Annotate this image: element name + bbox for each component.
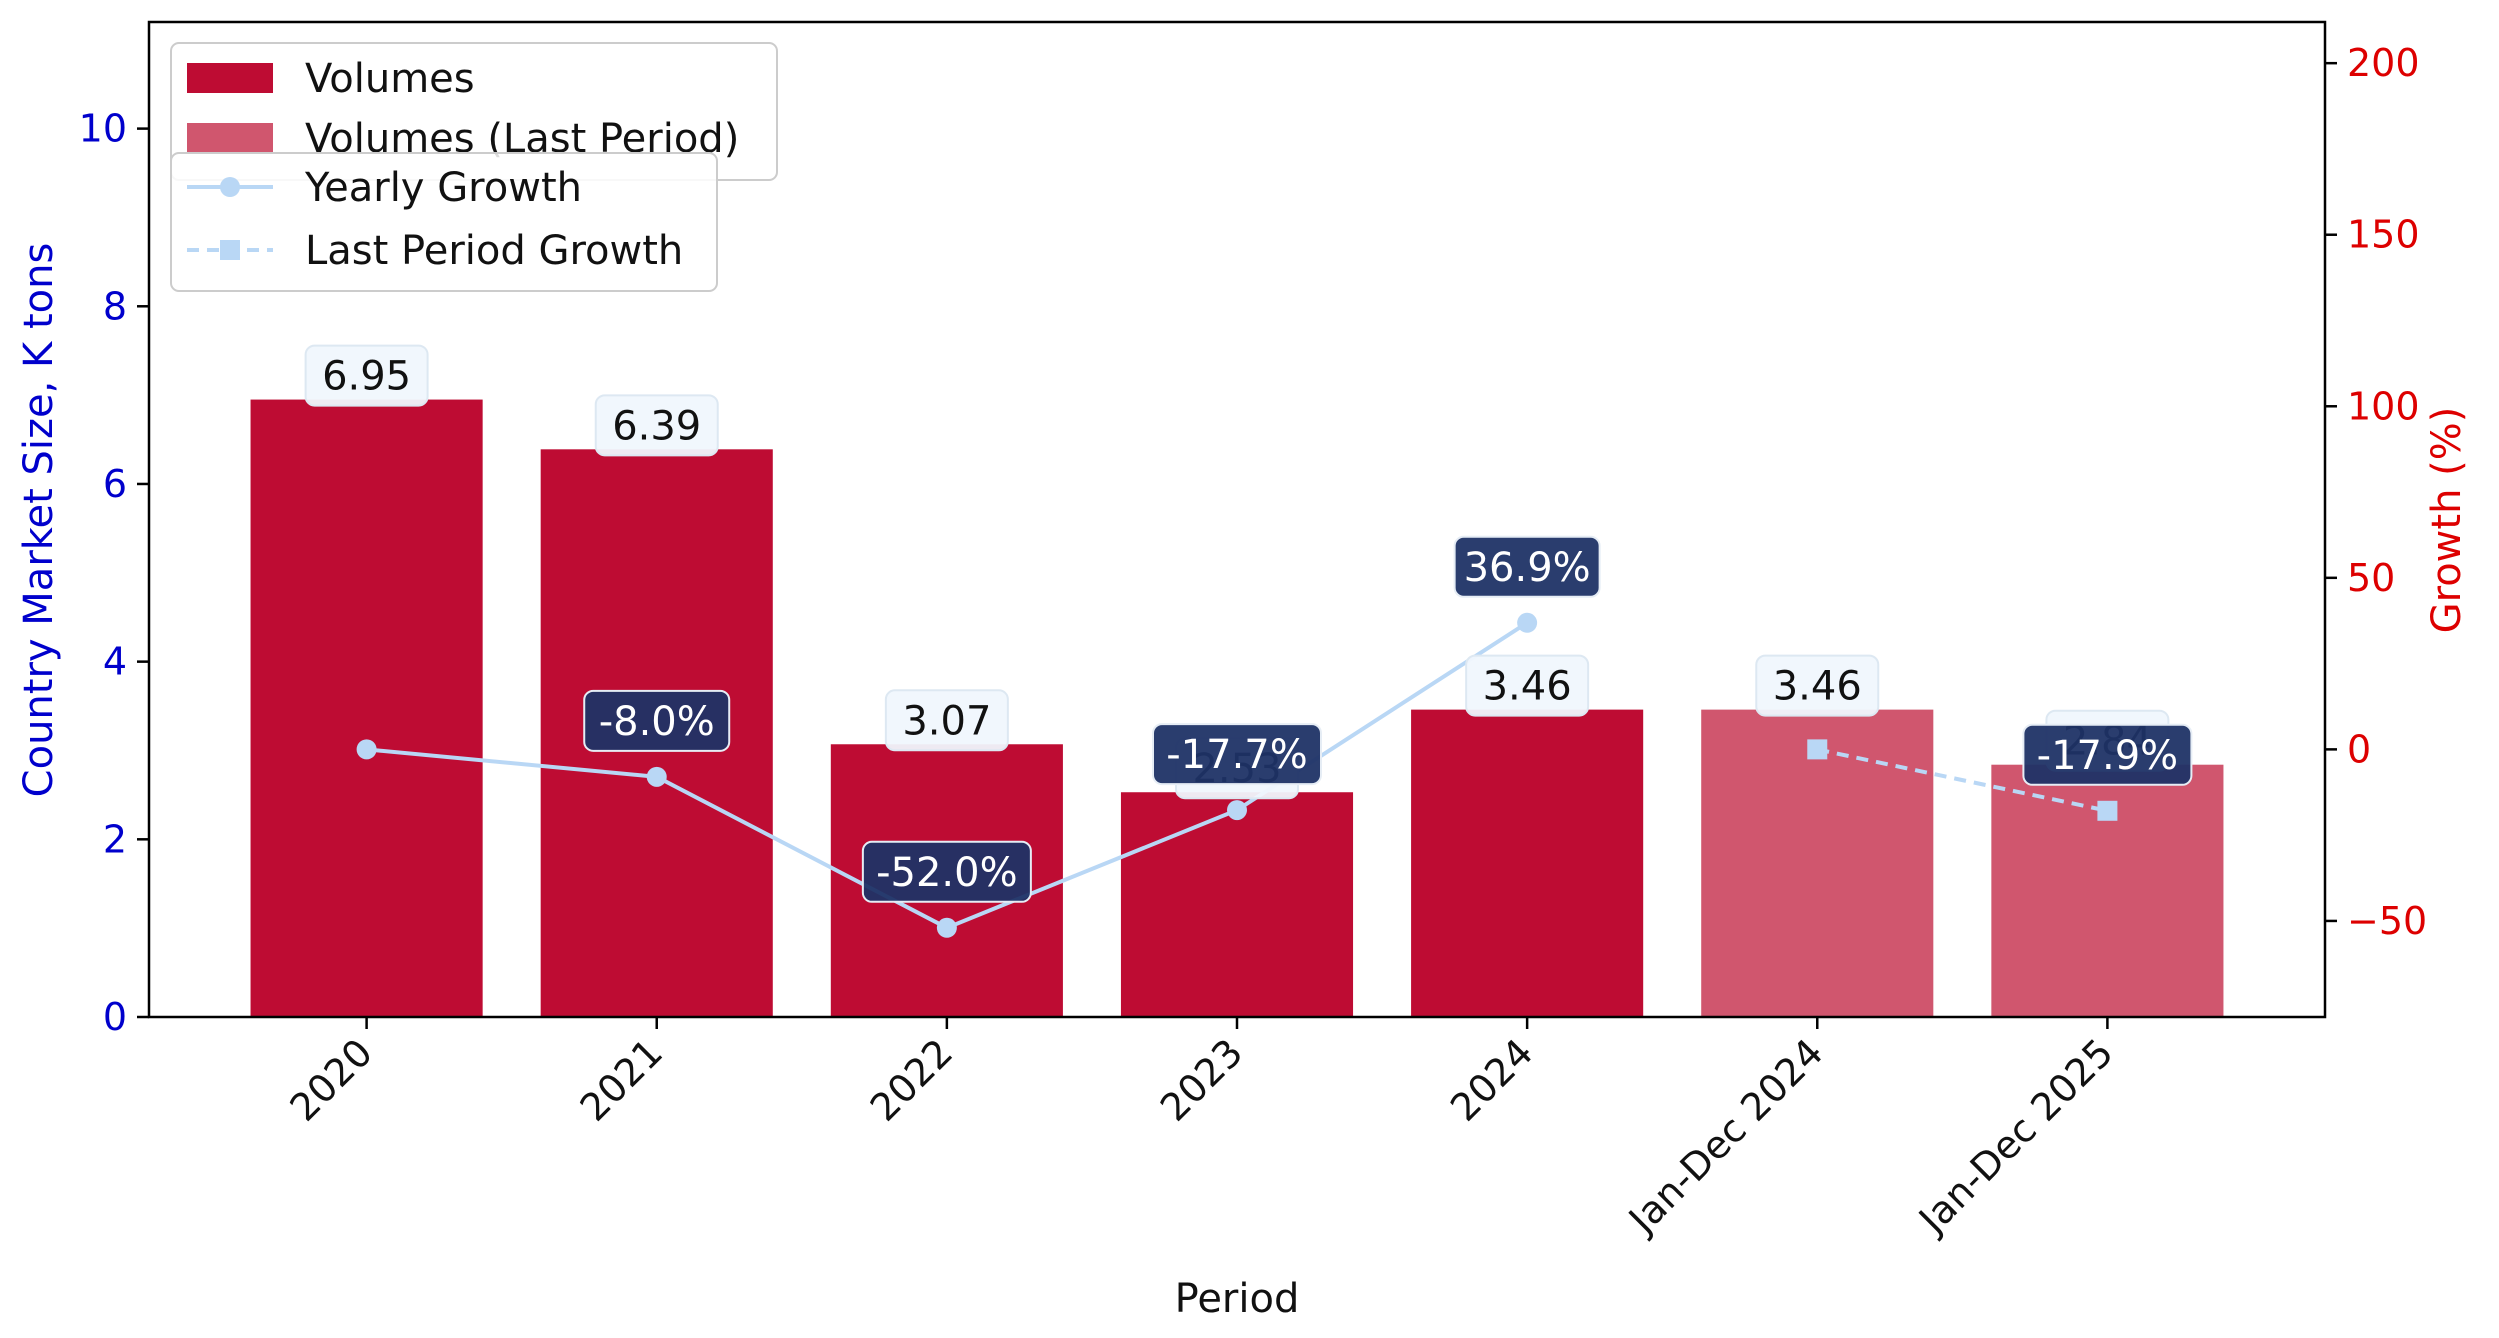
y-tick-label-8: 8 xyxy=(103,284,127,328)
bar-label-2022-text: 3.07 xyxy=(902,698,991,744)
data-labels-layer: 6.956.393.072.533.463.462.84-8.0%-52.0%-… xyxy=(304,344,2193,903)
bar-label-2020-text: 6.95 xyxy=(322,354,411,400)
y2-tick-label-150: 150 xyxy=(2347,213,2420,257)
legend-lines-frame xyxy=(170,152,718,292)
y2-tick-label--50: −50 xyxy=(2347,899,2427,943)
bar-label-2020-box xyxy=(304,344,429,407)
bar-label-2020: 6.95 xyxy=(304,344,429,407)
bar-label-2024-box xyxy=(1465,654,1590,717)
x-tick-label-2024: 2024 xyxy=(1442,1030,1542,1130)
legend-swatch-yearly-growth-marker xyxy=(220,177,240,197)
bar-volumes-2024 xyxy=(1411,709,1644,1017)
y-tick-label-4: 4 xyxy=(103,640,127,684)
growth-label-last-period-growth-jan-dec-2025-box xyxy=(2022,723,2193,786)
y-tick-label-6: 6 xyxy=(103,462,127,506)
y2-tick-label-200: 200 xyxy=(2347,41,2420,85)
bar-label-jan-dec-2024-box xyxy=(1755,654,1880,717)
y-tick-label-2: 2 xyxy=(103,817,127,861)
x-tick-label-jan-dec-2024: Jan-Dec 2024 xyxy=(1619,1030,1832,1243)
bar-volumes-last-period-jan-dec-2024 xyxy=(1701,709,1934,1017)
line-last-period-growth xyxy=(1816,747,2108,813)
legend-label-yearly-growth: Yearly Growth xyxy=(304,165,582,211)
x-tick-label-jan-dec-2025: Jan-Dec 2025 xyxy=(1909,1030,2122,1243)
bar-label-jan-dec-2024-text: 3.46 xyxy=(1773,664,1862,710)
point-yearly-growth-2021 xyxy=(646,766,667,787)
growth-label-yearly-growth-2023-box xyxy=(1152,723,1322,786)
bar-volumes-2023 xyxy=(1120,792,1354,1017)
lines-layer xyxy=(356,612,2118,938)
y-tick-label-10: 10 xyxy=(79,107,127,151)
growth-label-yearly-growth-2021: -8.0% xyxy=(583,689,731,752)
bar-volumes-2020 xyxy=(250,399,483,1017)
point-last-period-growth-jan-dec-2025 xyxy=(2097,800,2118,821)
y-axis-right: −50 0 50 100 150 200 xyxy=(2325,41,2427,943)
y-tick-label-0: 0 xyxy=(103,995,127,1039)
x-axis: 2020 2021 2022 2023 2024 Jan-Dec 2024 Jan-Dec … xyxy=(281,1017,2122,1243)
point-yearly-growth-2024 xyxy=(1517,612,1538,633)
growth-label-yearly-growth-2024: 36.9% xyxy=(1453,535,1601,598)
bar-label-2021: 6.39 xyxy=(594,394,719,457)
growth-label-yearly-growth-2021-text: -8.0% xyxy=(599,699,715,745)
bar-label-2024-text: 3.46 xyxy=(1483,664,1572,710)
x-tick-label-2021: 2021 xyxy=(572,1030,672,1130)
growth-label-yearly-growth-2021-box xyxy=(583,689,731,752)
bar-label-2021-box xyxy=(594,394,719,457)
y2-tick-label-0: 0 xyxy=(2347,727,2371,771)
y2-tick-label-50: 50 xyxy=(2347,556,2395,600)
growth-label-yearly-growth-2022: -52.0% xyxy=(861,840,1032,903)
bars-layer xyxy=(250,399,2224,1017)
growth-label-yearly-growth-2024-box xyxy=(1453,535,1601,598)
y-axis-right-title: Growth (%) xyxy=(2424,407,2470,634)
growth-label-yearly-growth-2022-text: -52.0% xyxy=(876,850,1018,896)
point-last-period-growth-jan-dec-2024 xyxy=(1807,739,1828,760)
x-axis-title: Period xyxy=(1175,1276,1300,1322)
point-yearly-growth-2023 xyxy=(1227,800,1247,821)
x-tick-label-2022: 2022 xyxy=(862,1030,962,1130)
y-axis-left-title: Country Market Size, K tons xyxy=(16,243,62,798)
bar-label-2022-box xyxy=(884,689,1009,752)
legend-label-last-period-growth: Last Period Growth xyxy=(305,228,683,274)
bar-label-2022: 3.07 xyxy=(884,689,1009,752)
y-axis-left: 0 2 4 6 8 10 xyxy=(79,107,149,1039)
x-tick-label-2020: 2020 xyxy=(281,1030,381,1130)
growth-label-last-period-growth-jan-dec-2025: -17.9% xyxy=(2022,723,2193,786)
legend-swatch-volumes-last-period xyxy=(187,123,273,153)
point-yearly-growth-2022 xyxy=(936,917,957,938)
bar-label-2024: 3.46 xyxy=(1465,654,1590,717)
point-yearly-growth-2020 xyxy=(356,739,377,760)
growth-label-last-period-growth-jan-dec-2025-text: -17.9% xyxy=(2037,733,2179,779)
bar-label-2021-text: 6.39 xyxy=(612,403,701,449)
bar-label-jan-dec-2024: 3.46 xyxy=(1755,654,1880,717)
growth-label-yearly-growth-2023: -17.7% xyxy=(1152,723,1322,786)
growth-label-yearly-growth-2023-text: -17.7% xyxy=(1166,732,1308,778)
growth-label-yearly-growth-2024-text: 36.9% xyxy=(1464,545,1591,591)
y2-tick-label-100: 100 xyxy=(2347,384,2420,428)
legend-lines: Yearly Growth Last Period Growth xyxy=(170,152,718,292)
x-tick-label-2023: 2023 xyxy=(1152,1030,1252,1130)
legend-label-volumes: Volumes xyxy=(305,56,475,102)
growth-label-yearly-growth-2022-box xyxy=(861,840,1032,903)
legend-swatch-volumes xyxy=(187,63,273,93)
legend-swatch-last-period-growth-marker xyxy=(220,240,240,260)
